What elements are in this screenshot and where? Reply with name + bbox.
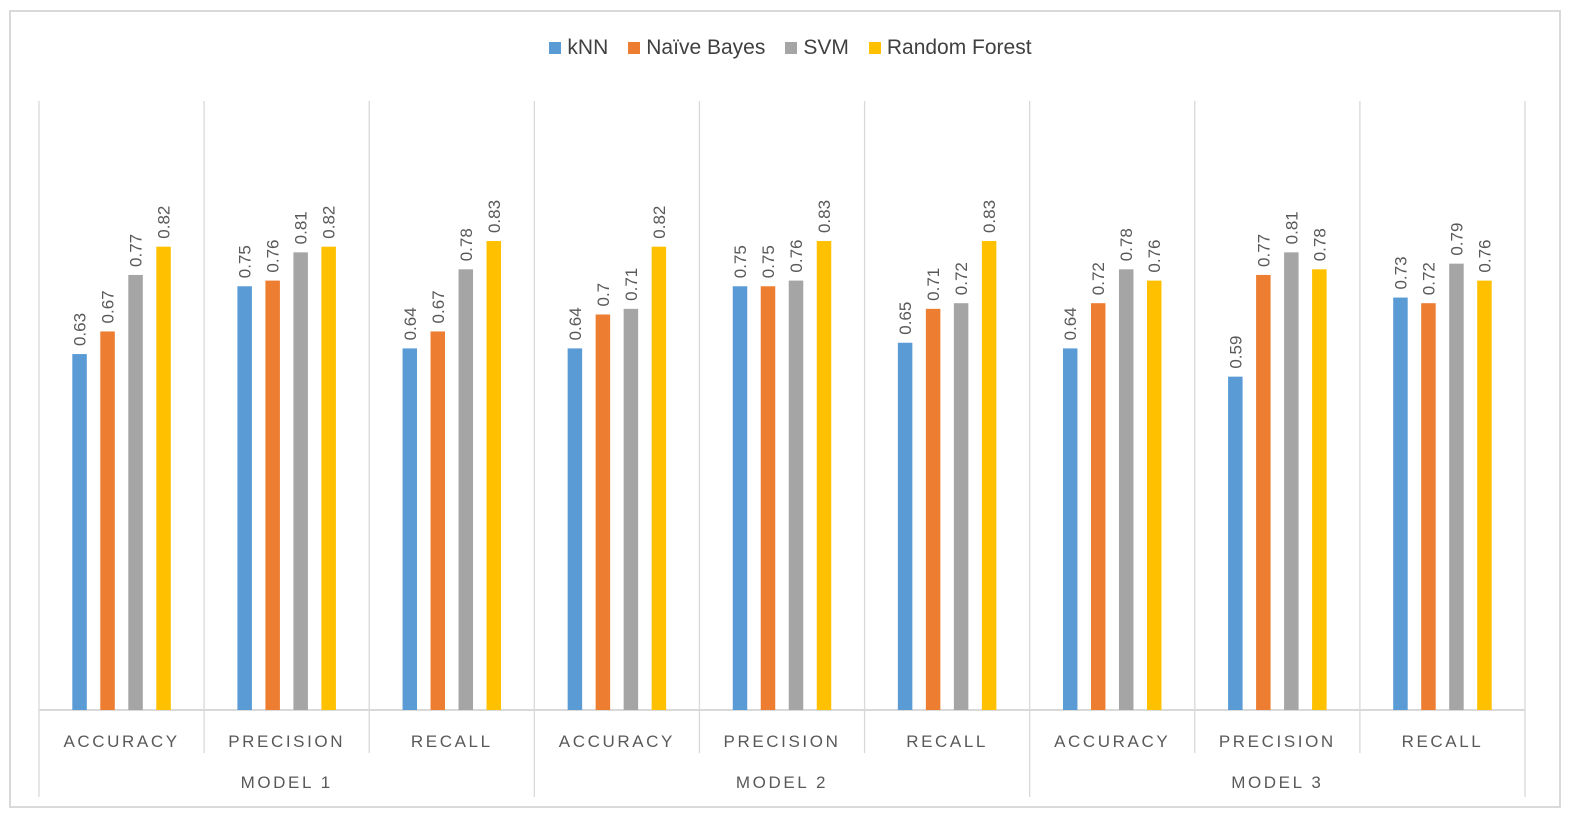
data-label-svm: 0.72: [952, 262, 971, 295]
data-label-na-ve-bayes: 0.75: [759, 245, 778, 278]
x-tick-label-precision: PRECISION: [1219, 732, 1336, 751]
bar-knn-accuracy: [1062, 348, 1078, 710]
data-label-na-ve-bayes: 0.67: [429, 290, 448, 323]
bar-knn-accuracy: [72, 354, 87, 710]
data-label-knn: 0.65: [896, 302, 915, 335]
x-tick-label-accuracy: ACCURACY: [63, 732, 179, 751]
bar-na-ve-bayes-precision: [760, 286, 776, 710]
bar-svm-precision: [788, 280, 804, 710]
bar-knn-precision: [732, 286, 748, 710]
bar-random-forest-precision: [816, 241, 832, 711]
x-tick-label-accuracy: ACCURACY: [1054, 732, 1170, 751]
data-label-na-ve-bayes: 0.71: [924, 268, 943, 301]
data-label-knn: 0.73: [1391, 256, 1410, 289]
bar-na-ve-bayes-recall: [1421, 303, 1436, 710]
bar-random-forest-accuracy: [156, 246, 171, 710]
bar-knn-recall: [1393, 297, 1408, 710]
data-label-svm: 0.76: [787, 240, 806, 273]
data-label-na-ve-bayes: 0.76: [264, 240, 283, 273]
bar-knn-accuracy: [567, 348, 583, 710]
data-label-na-ve-bayes: 0.7: [594, 283, 613, 307]
data-label-knn: 0.64: [401, 307, 420, 340]
bar-svm-accuracy: [623, 308, 639, 710]
data-label-svm: 0.77: [127, 234, 146, 267]
data-label-knn: 0.75: [236, 245, 255, 278]
data-label-random-forest: 0.83: [980, 200, 999, 233]
legend-item-naive-bayes: Naïve Bayes: [628, 36, 765, 60]
legend-swatch-random-forest: [868, 42, 881, 54]
bar-random-forest-precision: [321, 246, 336, 710]
data-label-knn: 0.64: [566, 307, 585, 340]
group-label-model-3: MODEL 3: [1231, 773, 1323, 792]
bar-svm-precision: [1284, 252, 1299, 710]
data-label-svm: 0.79: [1447, 223, 1466, 256]
data-label-svm: 0.78: [1117, 228, 1136, 261]
bar-svm-recall: [458, 269, 474, 710]
x-tick-label-accuracy: ACCURACY: [559, 732, 675, 751]
bar-svm-accuracy: [128, 274, 143, 710]
bar-random-forest-recall: [486, 241, 502, 711]
data-label-random-forest: 0.76: [1475, 240, 1494, 273]
bar-na-ve-bayes-recall: [430, 331, 446, 710]
bar-random-forest-recall: [1477, 280, 1492, 710]
bar-svm-precision: [293, 252, 308, 710]
data-label-knn: 0.75: [731, 245, 750, 278]
data-label-na-ve-bayes: 0.77: [1254, 234, 1273, 267]
legend-label-naive-bayes: Naïve Bayes: [646, 36, 766, 59]
legend: kNN Naïve Bayes SVM Random Forest: [0, 36, 1581, 60]
group-label-model-2: MODEL 2: [736, 773, 828, 792]
legend-label-knn: kNN: [567, 36, 609, 59]
group-label-model-1: MODEL 1: [241, 773, 333, 792]
bar-svm-recall: [1449, 263, 1464, 710]
legend-item-knn: kNN: [549, 36, 608, 60]
data-label-na-ve-bayes: 0.67: [99, 290, 118, 323]
bar-random-forest-accuracy: [651, 246, 667, 710]
bar-na-ve-bayes-accuracy: [1090, 303, 1106, 710]
data-label-random-forest: 0.76: [1145, 240, 1164, 273]
legend-label-svm: SVM: [803, 36, 849, 59]
bar-random-forest-recall: [981, 241, 997, 711]
bar-na-ve-bayes-precision: [265, 280, 280, 710]
bar-knn-precision: [1228, 376, 1243, 710]
data-label-knn: 0.59: [1226, 336, 1245, 369]
bar-knn-precision: [237, 286, 252, 710]
x-tick-label-precision: PRECISION: [724, 732, 841, 751]
x-tick-label-recall: RECALL: [411, 732, 493, 751]
data-label-svm: 0.81: [1282, 211, 1301, 244]
data-label-knn: 0.64: [1061, 307, 1080, 340]
legend-label-random-forest: Random Forest: [886, 36, 1032, 59]
x-tick-label-recall: RECALL: [906, 732, 988, 751]
data-label-svm: 0.81: [292, 211, 311, 244]
data-label-random-forest: 0.82: [155, 206, 174, 239]
data-label-knn: 0.63: [71, 313, 90, 346]
bar-svm-recall: [953, 303, 969, 710]
data-label-random-forest: 0.82: [650, 206, 669, 239]
legend-item-random-forest: Random Forest: [868, 36, 1032, 60]
bar-na-ve-bayes-accuracy: [595, 314, 611, 710]
data-label-random-forest: 0.83: [485, 200, 504, 233]
data-label-random-forest: 0.82: [320, 206, 339, 239]
legend-swatch-knn: [549, 42, 562, 54]
data-label-random-forest: 0.78: [1310, 228, 1329, 261]
legend-swatch-svm: [785, 42, 798, 54]
data-label-na-ve-bayes: 0.72: [1419, 262, 1438, 295]
bar-na-ve-bayes-recall: [925, 308, 941, 710]
x-tick-label-precision: PRECISION: [228, 732, 345, 751]
data-label-svm: 0.71: [622, 268, 641, 301]
bar-knn-recall: [402, 348, 418, 710]
bar-random-forest-precision: [1312, 269, 1327, 710]
x-tick-label-recall: RECALL: [1402, 732, 1484, 751]
legend-swatch-naive-bayes: [628, 42, 641, 54]
bar-na-ve-bayes-precision: [1256, 274, 1271, 710]
data-label-svm: 0.78: [457, 228, 476, 261]
data-label-na-ve-bayes: 0.72: [1089, 262, 1108, 295]
data-label-random-forest: 0.83: [815, 200, 834, 233]
bar-random-forest-accuracy: [1146, 280, 1162, 710]
bar-na-ve-bayes-accuracy: [100, 331, 115, 710]
legend-item-svm: SVM: [785, 36, 849, 60]
bar-knn-recall: [897, 342, 913, 710]
bar-svm-accuracy: [1118, 269, 1134, 710]
